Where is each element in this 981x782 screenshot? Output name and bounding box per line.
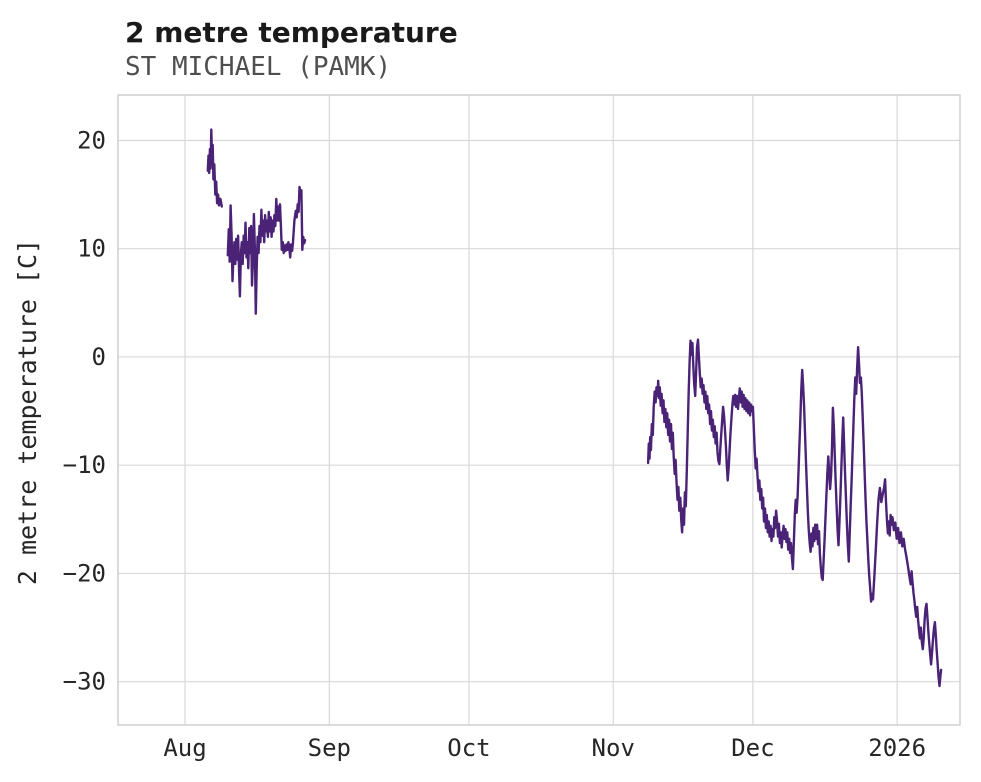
x-tick-label: Nov <box>592 734 635 762</box>
x-tick-label: 2026 <box>868 734 926 762</box>
x-tick-label: Sep <box>308 734 351 762</box>
y-tick-label: −10 <box>63 451 106 479</box>
temperature-line-segment <box>646 338 943 688</box>
plot-border <box>117 94 961 726</box>
x-axis-tick-labels: Aug Sep Oct Nov Dec 2026 <box>163 734 926 762</box>
y-tick-label: 0 <box>92 343 106 371</box>
y-axis-tick-labels: 20 10 0 −10 −20 −30 <box>63 126 106 695</box>
x-tick-label: Aug <box>163 734 206 762</box>
x-tick-label: Oct <box>447 734 490 762</box>
temperature-line <box>206 128 943 688</box>
y-axis-title: 2 metre temperature [C] <box>13 239 42 585</box>
y-tick-label: −20 <box>63 559 106 587</box>
chart-subtitle: ST MICHAEL (PAMK) <box>125 52 391 82</box>
temperature-line-segment <box>206 128 223 208</box>
y-tick-label: 10 <box>77 235 106 263</box>
temperature-line-segment <box>226 185 307 315</box>
y-tick-label: 20 <box>77 126 106 154</box>
chart-title: 2 metre temperature <box>125 16 458 49</box>
x-tick-label: Dec <box>731 734 774 762</box>
y-tick-label: −30 <box>63 668 106 696</box>
